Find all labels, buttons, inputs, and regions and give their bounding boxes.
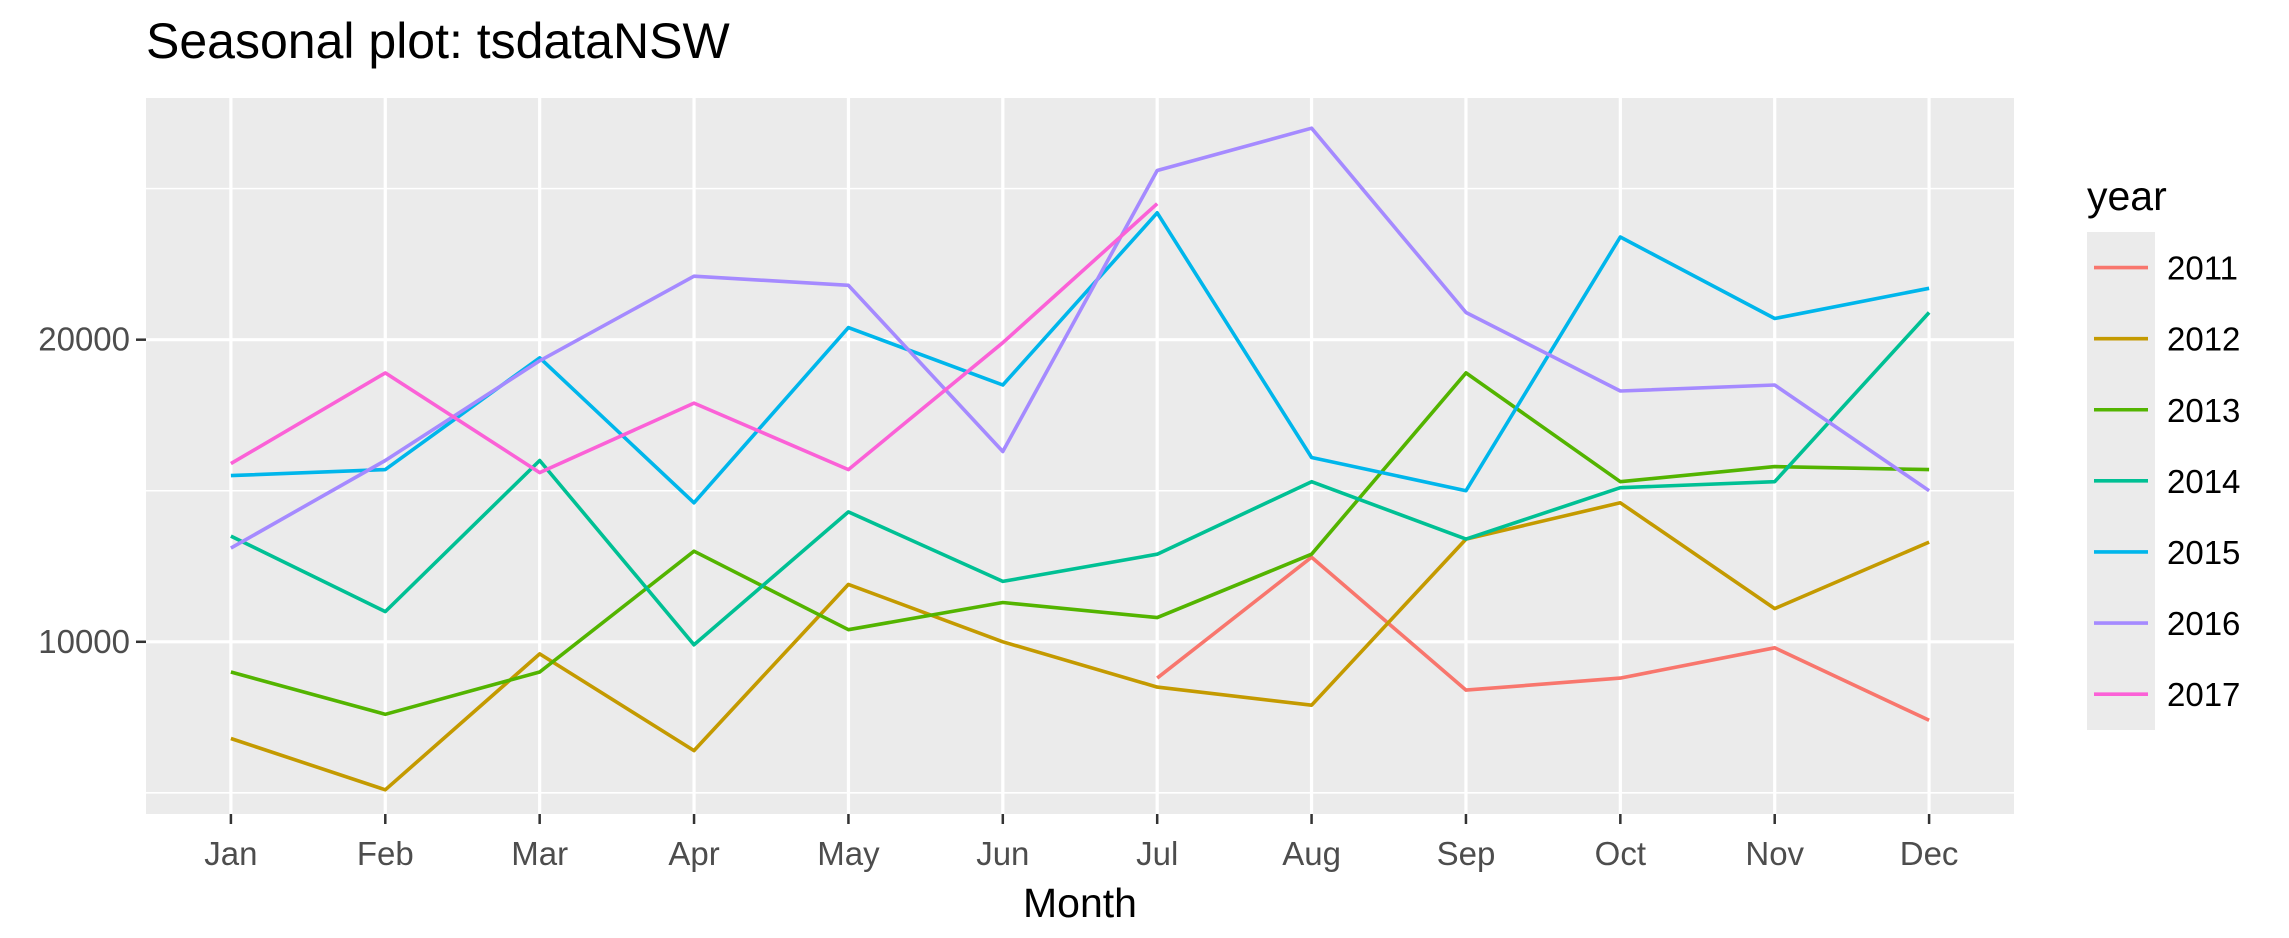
legend-items: 2011 2012 2013 2014 2015 2016 2017 <box>2094 250 2240 713</box>
series-line-2013 <box>230 371 1930 717</box>
series-lines <box>229 126 1931 792</box>
x-tick-label-jun: Jun <box>976 835 1029 872</box>
grid-minor <box>146 187 2014 794</box>
x-tick-label-aug: Aug <box>1282 835 1341 872</box>
legend-label-2016: 2016 <box>2167 605 2240 642</box>
legend-label-2014: 2014 <box>2167 463 2240 500</box>
y-axis: 10000 20000 <box>38 321 146 660</box>
series-line-2011 <box>1156 555 1930 722</box>
x-axis: Jan Feb Mar Apr May Jun Jul Aug Sep Oct Nov Dec <box>204 814 1958 872</box>
x-tick-label-nov: Nov <box>1745 835 1804 872</box>
x-tick-label-feb: Feb <box>357 835 414 872</box>
series-line-2012 <box>230 500 1930 792</box>
x-axis-title: Month <box>1023 880 1137 926</box>
legend: year 2011 2012 2013 2014 2015 2016 2017 <box>2087 173 2240 730</box>
legend-label-2017: 2017 <box>2167 676 2240 713</box>
series-line-2016 <box>230 126 1931 550</box>
x-tick-label-dec: Dec <box>1900 835 1959 872</box>
y-tick-label: 10000 <box>38 623 130 660</box>
x-tick-label-sep: Sep <box>1437 835 1496 872</box>
series-line-2014 <box>230 311 1931 647</box>
x-tick-label-jan: Jan <box>204 835 257 872</box>
x-tick-label-oct: Oct <box>1595 835 1646 872</box>
x-tick-label-may: May <box>817 835 880 872</box>
series-line-2017 <box>229 202 1159 475</box>
plot-panel <box>146 98 2014 814</box>
legend-label-2011: 2011 <box>2167 250 2238 287</box>
x-tick-label-jul: Jul <box>1136 835 1178 872</box>
y-tick-label: 20000 <box>38 321 130 358</box>
legend-title: year <box>2087 173 2167 219</box>
chart-title: Seasonal plot: tsdataNSW <box>146 13 730 69</box>
legend-label-2013: 2013 <box>2167 392 2240 429</box>
legend-label-2015: 2015 <box>2167 534 2240 571</box>
legend-label-2012: 2012 <box>2167 321 2240 358</box>
x-tick-label-mar: Mar <box>511 835 568 872</box>
x-tick-label-apr: Apr <box>668 835 719 872</box>
